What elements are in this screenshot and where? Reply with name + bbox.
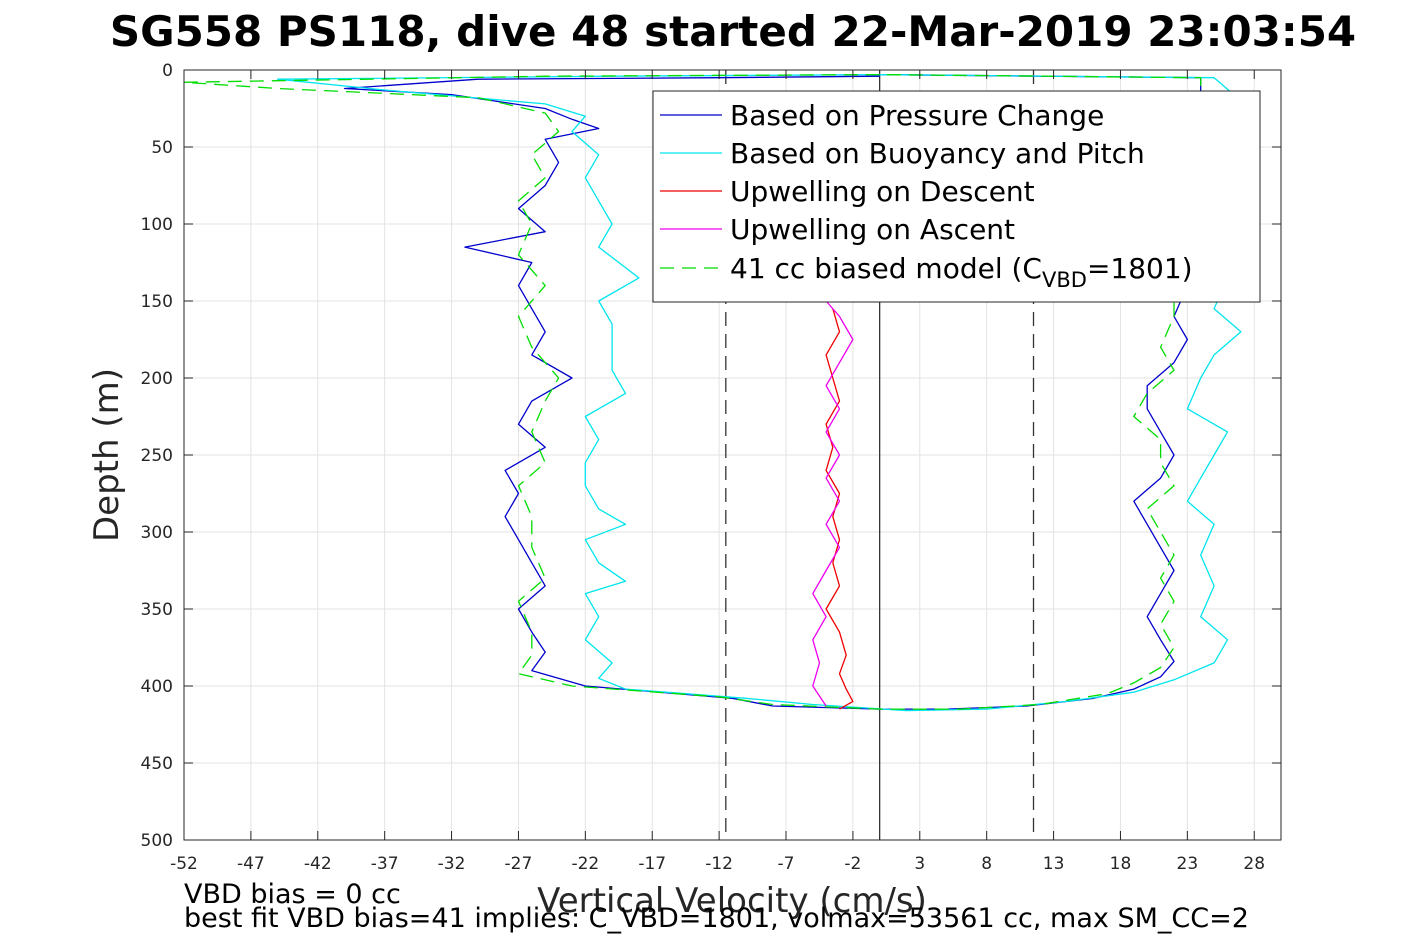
legend: Based on Pressure Change Based on Buoyan…: [652, 90, 1261, 303]
y-axis-label: Depth (m): [87, 368, 127, 542]
series-layer: [183, 73, 1255, 712]
y-tick-label: 250: [141, 446, 173, 466]
x-tick-label: -7: [778, 854, 795, 874]
y-tick-label: 300: [141, 523, 173, 543]
x-tick-label: -32: [438, 854, 466, 874]
legend-label-2: Upwelling on Descent: [730, 175, 1035, 208]
x-tick-label: -52: [170, 854, 198, 874]
series-line-2: [825, 308, 854, 710]
series-line-3: [812, 300, 854, 707]
footer-line-2: best fit VBD bias=41 implies: C_VBD=1801…: [184, 903, 1249, 934]
legend-label-3: Upwelling on Ascent: [730, 213, 1015, 246]
legend-label-4-sub: VBD: [1042, 268, 1087, 292]
y-tick-label: 150: [141, 292, 173, 312]
legend-label-4-tail: =1801): [1087, 252, 1193, 285]
x-axis-ticks: -52 -47 -42 -37 -32 -27 -22 -17 -12 -7 -2 3 8 13 18 23 2…: [170, 70, 1265, 874]
series-line-4: [183, 73, 1202, 710]
x-tick-label: -37: [371, 854, 399, 874]
y-tick-label: 200: [141, 369, 173, 389]
legend-label-0: Based on Pressure Change: [730, 99, 1104, 132]
x-tick-label: -12: [705, 854, 733, 874]
x-tick-label: 18: [1110, 854, 1132, 874]
series-line-1: [276, 73, 1255, 712]
x-tick-label: -17: [638, 854, 666, 874]
x-tick-label: 23: [1177, 854, 1199, 874]
y-tick-label: 400: [141, 677, 173, 697]
y-tick-label: 50: [151, 138, 173, 158]
x-tick-label: 13: [1043, 854, 1065, 874]
legend-label-4-main: 41 cc biased model (C: [730, 252, 1042, 285]
y-tick-label: 450: [141, 754, 173, 774]
series-line-0: [343, 73, 1202, 710]
y-tick-label: 350: [141, 600, 173, 620]
x-tick-label: 8: [981, 854, 992, 874]
x-tick-label: -42: [304, 854, 332, 874]
x-tick-label: 28: [1243, 854, 1265, 874]
y-tick-label: 0: [162, 61, 173, 81]
legend-box: [652, 90, 1261, 303]
footer-line-1: VBD bias = 0 cc: [184, 879, 401, 910]
x-tick-label: -27: [505, 854, 533, 874]
y-tick-label: 500: [141, 831, 173, 851]
x-axis-label: Vertical Velocity (cm/s): [537, 881, 927, 921]
x-tick-label: -22: [571, 854, 599, 874]
chart-title: SG558 PS118, dive 48 started 22-Mar-2019…: [110, 7, 1356, 56]
y-tick-label: 100: [141, 215, 173, 235]
legend-label-1: Based on Buoyancy and Pitch: [730, 137, 1145, 170]
x-tick-label: 3: [914, 854, 925, 874]
x-tick-label: -47: [237, 854, 265, 874]
legend-label-4: 41 cc biased model (CVBD=1801): [730, 252, 1193, 292]
x-tick-label: -2: [844, 854, 861, 874]
y-axis-ticks: 0 50 100 150 200 250 300 350 400 450 500: [141, 61, 1281, 851]
